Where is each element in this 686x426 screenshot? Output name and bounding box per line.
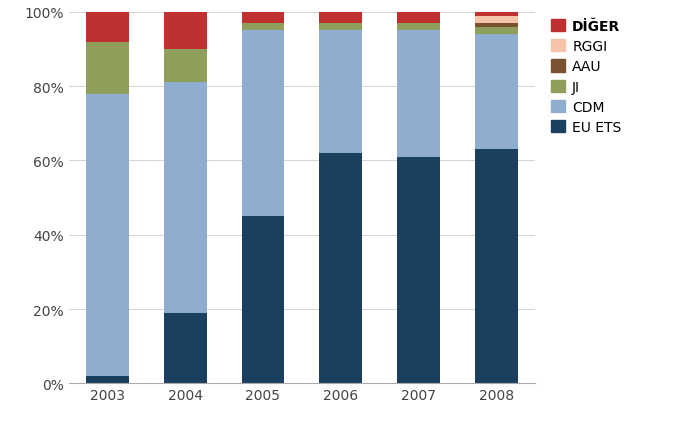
Bar (86, 13, 129, 43)
Bar (241, 216, 285, 383)
Bar (397, 32, 440, 157)
Bar (164, 313, 206, 383)
Bar (475, 150, 517, 383)
Bar (475, 17, 517, 24)
Bar (164, 50, 206, 83)
Bar (397, 157, 440, 383)
Bar (164, 13, 206, 50)
Bar (164, 83, 206, 313)
Bar (320, 24, 362, 32)
Bar (475, 13, 517, 17)
Bar (241, 32, 285, 216)
Bar (320, 154, 362, 383)
Bar (86, 43, 129, 94)
Bar (475, 35, 517, 150)
Bar (397, 24, 440, 32)
Bar (320, 32, 362, 154)
Bar (241, 24, 285, 32)
Bar (241, 13, 285, 24)
Bar (86, 376, 129, 383)
Legend: DİĞER, RGGI, AAU, JI, CDM, EU ETS: DİĞER, RGGI, AAU, JI, CDM, EU ETS (552, 20, 622, 135)
Bar (397, 13, 440, 24)
Bar (475, 24, 517, 28)
Bar (475, 28, 517, 35)
Bar (86, 94, 129, 376)
Bar (320, 13, 362, 24)
